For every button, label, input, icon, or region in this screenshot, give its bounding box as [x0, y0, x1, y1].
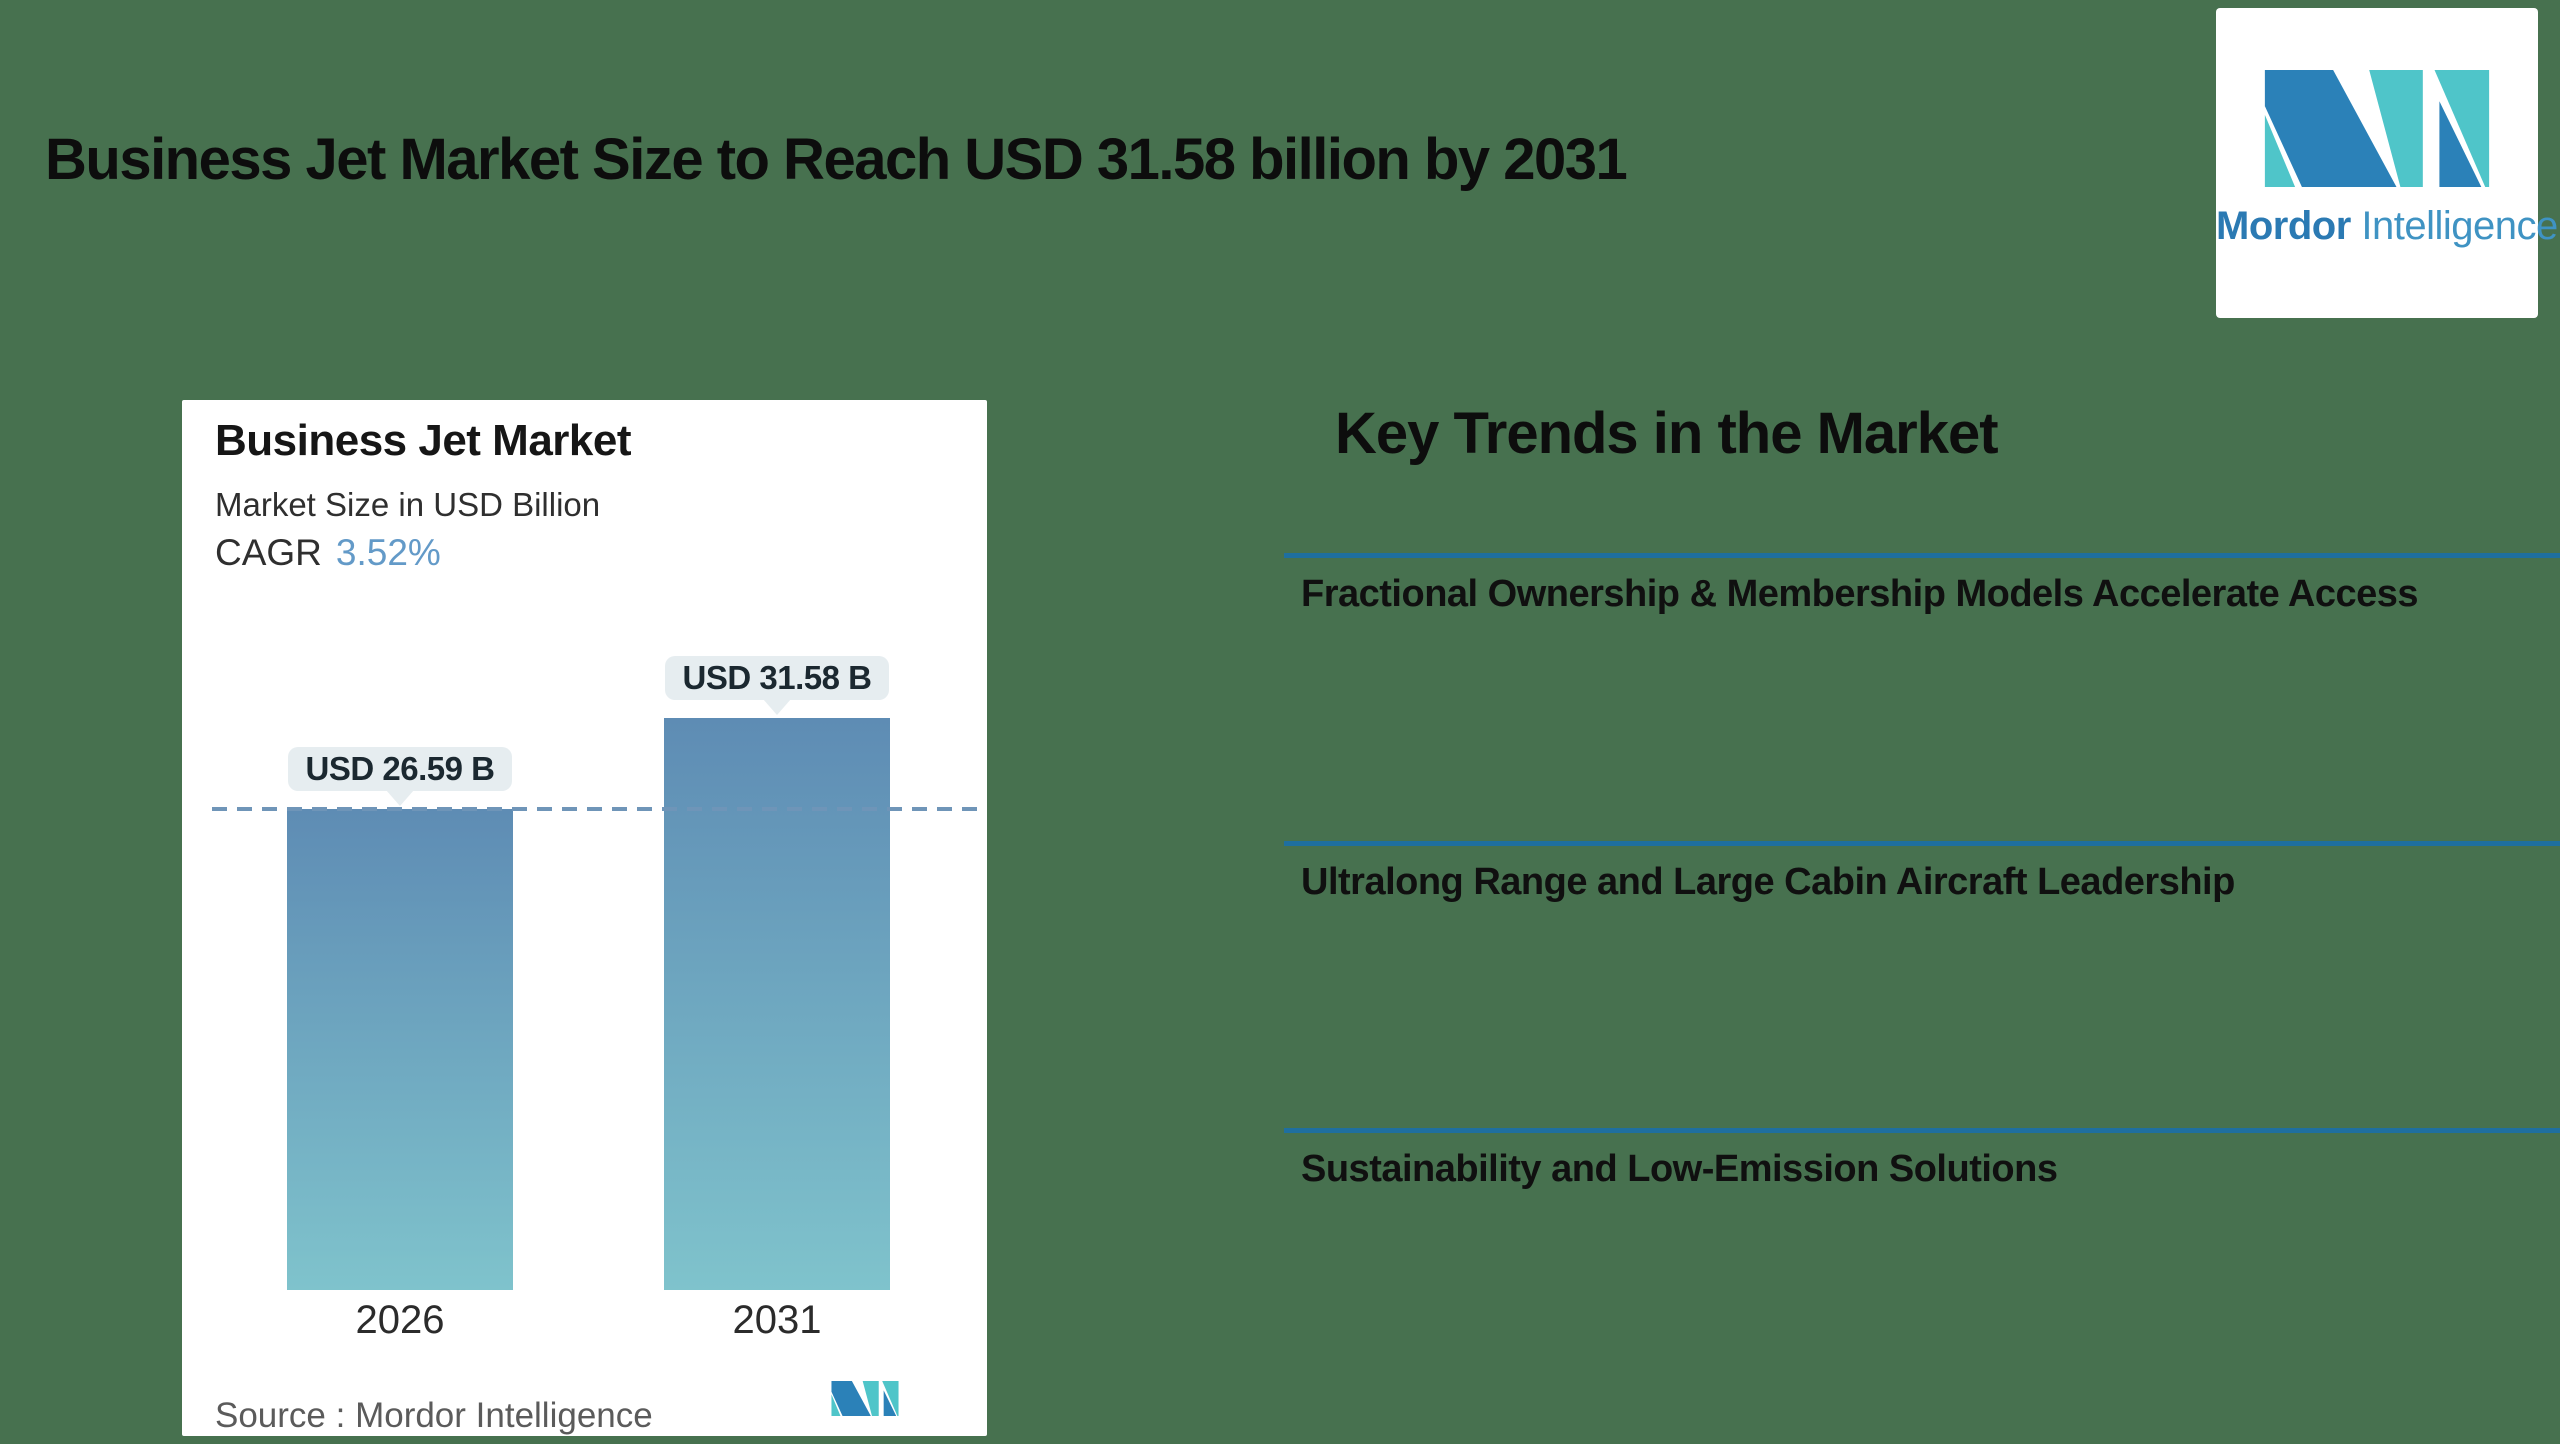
x-axis-label-2026: 2026 [355, 1298, 445, 1342]
key-trends-heading: Key Trends in the Market [1335, 401, 1999, 466]
mordor-intelligence-mark-small-icon [831, 1381, 899, 1416]
trend-divider [1284, 1128, 2560, 1133]
mordor-intelligence-mark-icon [2264, 70, 2490, 187]
cagr-label: CAGR [215, 532, 322, 573]
brand-logo: Mordor Intelligence [2216, 8, 2558, 318]
reference-dashed-line [212, 807, 982, 811]
chart-card: Business Jet Market Market Size in USD B… [182, 400, 987, 1436]
brand-name: Mordor Intelligence [2216, 204, 2558, 249]
chart-title: Business Jet Market [215, 416, 632, 465]
brand-name-intelligence: Intelligence [2361, 204, 2558, 248]
trend-divider [1284, 553, 2560, 558]
cagr-row: CAGR 3.52% [215, 532, 441, 574]
chart-subtitle: Market Size in USD Billion [215, 486, 601, 523]
x-axis-label-2031: 2031 [732, 1298, 822, 1342]
trend-item-title: Fractional Ownership & Membership Models… [1301, 573, 2419, 615]
bar-chart-plot: USD 26.59 B 2026 USD 31.58 B 2031 [182, 400, 987, 1436]
page-title: Business Jet Market Size to Reach USD 31… [45, 127, 1628, 192]
bar-2031 [664, 718, 890, 1290]
source-label: Source : Mordor Intelligence [215, 1396, 653, 1435]
bar-2026 [287, 809, 513, 1290]
trend-item-title: Sustainability and Low-Emission Solution… [1301, 1148, 2058, 1190]
value-tooltip-2026: USD 26.59 B [288, 747, 512, 791]
value-tooltip-2031: USD 31.58 B [665, 656, 889, 700]
trend-divider [1284, 841, 2560, 846]
cagr-value: 3.52% [335, 532, 441, 573]
trend-item-title: Ultralong Range and Large Cabin Aircraft… [1301, 861, 2235, 903]
brand-name-mordor: Mordor [2216, 204, 2351, 248]
